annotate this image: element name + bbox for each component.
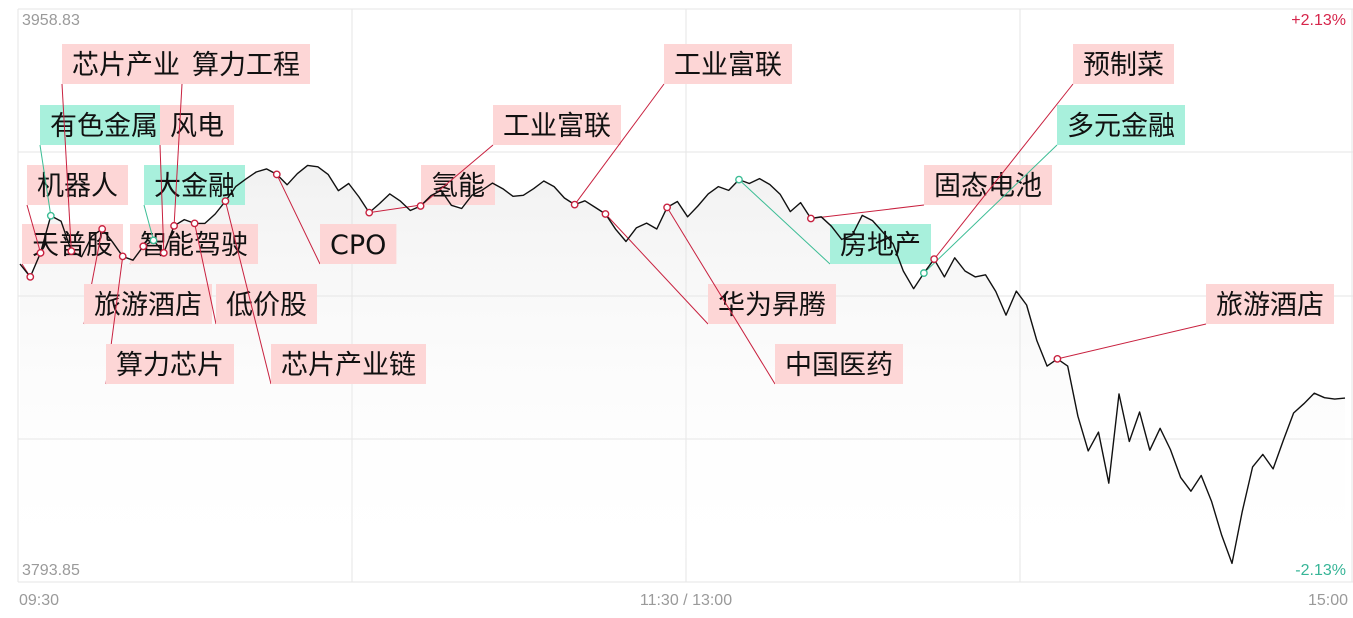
annotation-tag-box — [84, 284, 212, 324]
price-line — [19, 164, 1346, 565]
annotation-tag-box — [271, 344, 426, 384]
annotation-connector — [738, 179, 831, 265]
annotation-tag-box — [830, 224, 931, 264]
annotation-tag-label: 有色金属 — [50, 111, 158, 142]
annotation-tag-box — [708, 284, 836, 324]
annotation-connector — [605, 213, 709, 325]
annotation-tag-label: 风电 — [170, 111, 224, 142]
annotation-tag-label: CPO — [330, 230, 386, 261]
annotation-tag-label: 多元金融 — [1067, 111, 1175, 142]
annotation-marker — [221, 197, 230, 206]
annotation-marker — [663, 203, 671, 212]
x-tick-label: 11:30 / 13:00 — [640, 592, 732, 609]
price-area-fill — [20, 165, 1345, 582]
annotation-tag-label: 旅游酒店 — [1216, 290, 1324, 321]
x-tick-label: 09:30 — [19, 592, 59, 609]
annotation-connector — [224, 201, 272, 385]
annotation-tag-label: 中国医药 — [785, 350, 893, 381]
annotation-tag-label: 华为昇腾 — [718, 290, 826, 321]
annotation-marker — [36, 249, 45, 257]
annotation-marker — [190, 219, 199, 228]
annotation-tag-label: 智能驾驶 — [140, 230, 248, 261]
annotation-marker — [272, 170, 281, 179]
annotation-connector — [194, 223, 217, 325]
annotation-connector — [574, 83, 665, 205]
annotation-tag-box — [106, 344, 234, 384]
annotation-tag-label: 工业富联 — [674, 50, 782, 81]
annotation-connector — [369, 204, 422, 214]
annotation-tag-label: 大金融 — [154, 171, 235, 202]
annotation-tag-label: 低价股 — [226, 290, 307, 321]
annotation-layer: 天普股机器人有色金属芯片产业旅游酒店算力芯片智能驾驶大金融风电算力工程低价股芯片… — [21, 44, 1334, 385]
annotation-tag-box — [216, 284, 317, 324]
annotation-tag-label: 预制菜 — [1083, 50, 1164, 81]
annotation-connector — [420, 144, 494, 207]
annotation-marker — [159, 249, 168, 257]
annotation-tag-box — [493, 105, 621, 145]
annotation-marker — [139, 242, 148, 251]
annotation-marker — [601, 210, 610, 218]
annotation-marker — [930, 255, 939, 264]
annotation-tag-label: 旅游酒店 — [94, 290, 202, 321]
annotation-tag-box — [1073, 44, 1174, 84]
annotation-tag-box — [182, 44, 310, 84]
annotation-connector — [61, 83, 72, 252]
annotation-marker — [26, 272, 35, 281]
annotation-tag-box — [924, 165, 1052, 205]
annotation-marker — [67, 247, 76, 256]
annotation-marker — [570, 200, 579, 209]
annotation-connector — [933, 83, 1074, 260]
annotation-tag-box — [1206, 284, 1334, 324]
annotation-marker — [365, 208, 374, 217]
annotation-tag-box — [160, 105, 234, 145]
annotation-connector — [173, 83, 183, 226]
annotation-tag-box — [421, 165, 495, 205]
y-max-label: 3958.83 — [22, 12, 80, 29]
x-tick-label: 15:00 — [1308, 592, 1348, 609]
annotation-tag-label: 芯片产业链 — [281, 350, 416, 381]
annotation-tag-box — [62, 44, 190, 84]
annotation-tag-label: 氢能 — [431, 171, 485, 202]
annotation-tag-label: 房地产 — [840, 230, 921, 261]
annotation-connector — [666, 207, 776, 385]
annotation-connector — [276, 174, 321, 265]
pct-min-label: -2.13% — [1295, 562, 1346, 579]
annotation-marker — [46, 211, 55, 220]
annotation-tag-box — [775, 344, 903, 384]
annotation-connector — [1057, 323, 1207, 360]
annotation-tag-label: 算力芯片 — [116, 350, 224, 381]
pct-max-label: +2.13% — [1291, 12, 1346, 29]
annotation-tag-label: 芯片产业 — [72, 50, 180, 81]
annotation-tag-label: 机器人 — [37, 171, 118, 202]
annotation-connector — [810, 204, 925, 220]
annotation-marker — [170, 221, 178, 230]
annotation-connector — [159, 144, 165, 253]
annotation-tag-box — [40, 105, 168, 145]
annotation-tag-box — [664, 44, 792, 84]
annotation-tag-box — [1057, 105, 1185, 145]
annotation-connector — [26, 204, 42, 254]
annotation-marker — [149, 236, 158, 245]
annotation-connector — [143, 204, 155, 241]
y-min-label: 3793.85 — [22, 562, 80, 579]
annotation-marker — [735, 175, 743, 184]
annotation-marker — [118, 252, 127, 261]
annotation-connector — [39, 144, 52, 216]
marker-layer — [26, 170, 1062, 363]
annotation-tag-box — [320, 224, 397, 264]
annotation-marker — [98, 225, 107, 233]
annotation-tag-label: 工业富联 — [503, 111, 611, 142]
annotation-marker — [416, 202, 425, 210]
annotation-marker — [919, 269, 928, 277]
annotation-marker — [806, 214, 815, 223]
annotation-tag-label: 算力工程 — [192, 50, 300, 81]
annotation-connector — [923, 144, 1058, 274]
annotation-marker — [1053, 354, 1062, 363]
